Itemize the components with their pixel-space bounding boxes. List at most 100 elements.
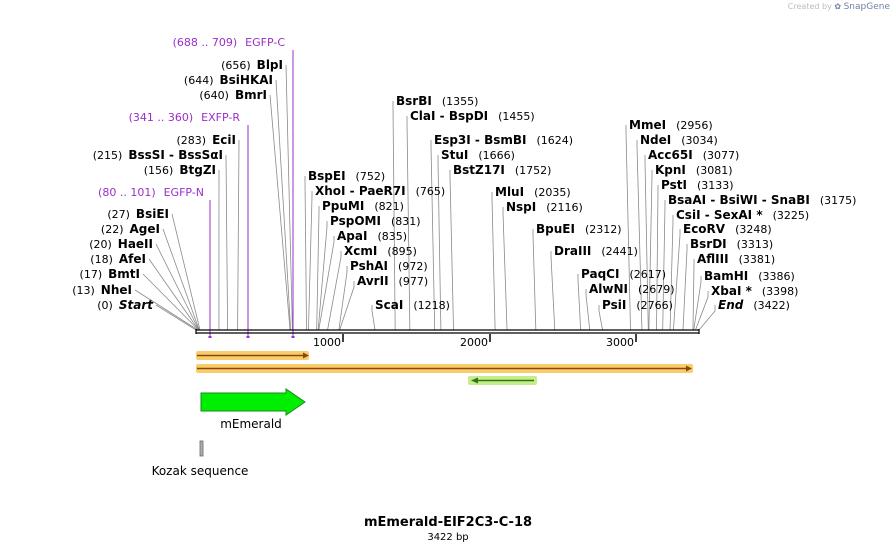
site-afei[interactable]: AfeI (18) [90,252,146,266]
site-ecii-name: EciI [212,133,236,147]
primer-exfp-r-range: (341 .. 360) [129,111,194,124]
site-scai-name: ScaI [375,298,403,312]
site-bsaai-bsiwi-snabi-name: BsaAI - BsiWI - SnaBI [668,193,810,207]
site-paqci[interactable]: PaqCI (2617) [581,267,666,281]
site-blpi-position: (656) [221,59,251,72]
site-bspei-leader [304,176,307,331]
site-bspei[interactable]: BspEI (752) [308,169,385,183]
site-xcmi[interactable]: XcmI (895) [344,244,417,258]
site-avrii[interactable]: AvrII (977) [357,274,428,288]
site-mlui-position: (2035) [534,186,571,199]
site-kpni[interactable]: KpnI (3081) [655,163,732,177]
primer-exfp-r[interactable]: EXFP-R (341 .. 360) [129,111,250,338]
site-ppumi[interactable]: PpuMI (821) [322,199,404,213]
orf-long[interactable] [196,364,693,373]
site-alwni[interactable]: AlwNI (2679) [589,282,675,296]
site-ndei-position: (3034) [681,134,718,147]
site-psti-name: PstI [661,178,687,192]
site-btgzi[interactable]: BtgZI (156) [144,163,216,177]
site-haeii[interactable]: HaeII (20) [89,237,153,251]
site-alwni-position: (2679) [638,283,675,296]
site-blpi[interactable]: BlpI (656) [221,58,283,72]
site-bsihkai[interactable]: BsiHKAI (644) [184,73,273,87]
site-nhei-leader [134,289,199,331]
site-draiii[interactable]: DraIII (2441) [554,244,638,258]
site-bamhi[interactable]: BamHI (3386) [704,269,795,283]
site-draiii-position: (2441) [601,245,638,258]
site-mmei-name: MmeI [629,118,666,132]
snapgene-logo-icon: ✿ [834,2,842,11]
feature-kozak-label: Kozak sequence [152,464,249,478]
primer-egfp-n-range: (80 .. 101) [98,186,156,199]
site-xhoi-paer7i[interactable]: XhoI - PaeR7I (765) [315,184,445,198]
site-start[interactable]: Start (0) [97,298,154,312]
site-nspi-name: NspI [506,200,536,214]
site-nspi[interactable]: NspI (2116) [506,200,583,214]
site-stui-position: (1666) [478,149,515,162]
site-bsiei-name: BsiEI [136,207,169,221]
site-bsiei[interactable]: BsiEI (27) [107,207,169,221]
site-bpuei[interactable]: BpuEI (2312) [536,222,622,236]
site-mlui[interactable]: MluI (2035) [495,185,571,199]
primer-exfp-r-binding-mark [246,336,250,338]
site-pspomi-name: PspOMI [330,214,381,228]
site-esp3i-bsmbi[interactable]: Esp3I - BsmBI (1624) [434,133,573,147]
site-pshai[interactable]: PshAI (972) [350,259,428,273]
site-haeii-position: (20) [89,238,112,251]
site-bsrdi[interactable]: BsrDI (3313) [690,237,773,251]
primer-egfp-n[interactable]: EGFP-N (80 .. 101) [98,186,212,338]
orf-short[interactable] [196,351,309,360]
site-avrii-leader [339,281,355,331]
primer-egfp-c-name: EGFP-C [245,36,285,49]
site-bsaai-bsiwi-snabi[interactable]: BsaAI - BsiWI - SnaBI (3175) [668,193,856,207]
feature-memerald[interactable]: mEmerald [200,388,306,431]
site-stui[interactable]: StuI (1666) [441,148,515,162]
site-acc65i[interactable]: Acc65I (3077) [648,148,739,162]
site-end-position: (3422) [753,299,790,312]
site-ecorv[interactable]: EcoRV (3248) [683,222,772,236]
ruler: 1000 2000 3000 [313,334,637,349]
site-ppumi-name: PpuMI [322,199,364,213]
site-bspei-name: BspEI [308,169,346,183]
site-psti-position: (3133) [697,179,734,192]
feature-memerald-label: mEmerald [220,417,282,431]
site-bsrdi-name: BsrDI [690,237,727,251]
site-draiii-leader [550,251,556,331]
site-ecii[interactable]: EciI (283) [177,133,236,147]
site-scai[interactable]: ScaI (1218) [375,298,450,312]
site-bsrbi[interactable]: BsrBI (1355) [396,94,478,108]
site-ecii-position: (283) [177,134,207,147]
site-apai[interactable]: ApaI (835) [337,229,407,243]
site-bsihkai-leader [275,79,292,331]
site-bmti[interactable]: BmtI (17) [80,267,140,281]
site-agei[interactable]: AgeI (22) [101,222,160,236]
site-csii-sexai[interactable]: CsiI - SexAI * (3225) [676,208,809,222]
site-ndei[interactable]: NdeI (3034) [640,133,718,147]
site-pshai-name: PshAI [350,259,388,273]
site-clai-bspdi[interactable]: ClaI - BspDI (1455) [410,109,535,123]
site-bmri[interactable]: BmrI (640) [199,88,267,102]
site-mmei[interactable]: MmeI (2956) [629,118,713,132]
site-bmri-leader [269,94,291,331]
site-end[interactable]: End (3422) [718,298,790,312]
orf-reverse[interactable] [468,376,537,385]
site-stui-name: StuI [441,148,468,162]
site-scai-position: (1218) [413,299,450,312]
feature-kozak[interactable]: Kozak sequence [152,440,249,478]
site-psii[interactable]: PsiI (2766) [602,298,673,312]
site-psti[interactable]: PstI (3133) [661,178,734,192]
primer-egfp-c[interactable]: EGFP-C (688 .. 709) [173,36,295,338]
site-nspi-position: (2116) [546,201,583,214]
site-bmri-name: BmrI [235,88,267,102]
site-blpi-leader [285,64,293,331]
site-nhei[interactable]: NheI (13) [72,283,132,297]
site-xbai[interactable]: XbaI * (3398) [711,284,798,298]
site-bstz17i[interactable]: BstZ17I (1752) [453,163,551,177]
site-ecii-leader [237,139,240,331]
site-scai-leader [371,305,376,331]
site-afliii[interactable]: AflIII (3381) [697,252,775,266]
site-pspomi[interactable]: PspOMI (831) [330,214,421,228]
site-bsssi-bsss-i[interactable]: BssSI - BssSαI (215) [93,148,223,162]
primer-egfp-n-name: EGFP-N [164,186,204,199]
site-bsrbi-position: (1355) [442,95,479,108]
